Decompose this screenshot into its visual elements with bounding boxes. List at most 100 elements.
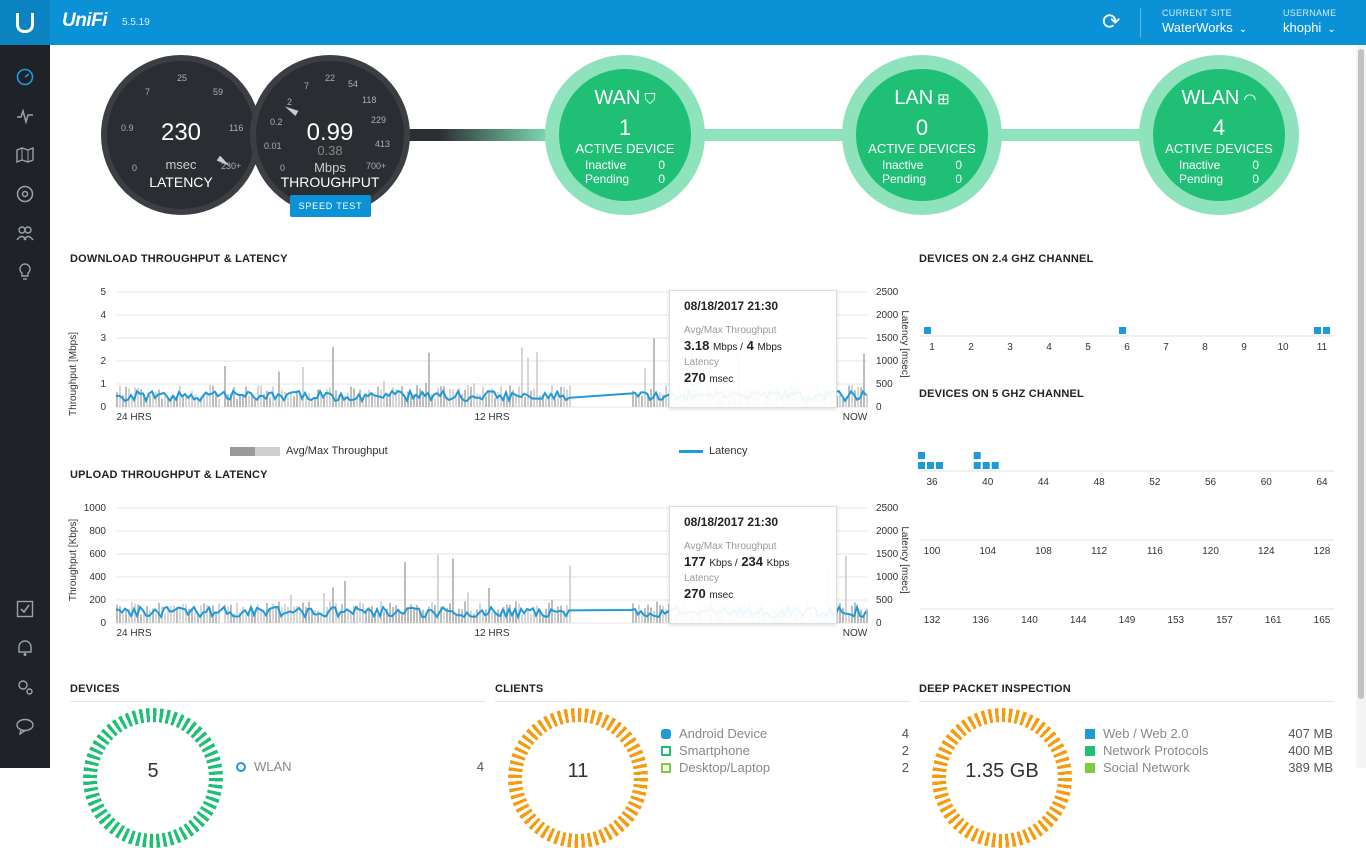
tick-label: 413 <box>375 139 391 149</box>
device-marker[interactable] <box>1314 327 1321 334</box>
clients-donut[interactable]: 11 <box>508 708 648 848</box>
throughput-bar <box>311 609 313 623</box>
throughput-bar <box>392 387 394 407</box>
throughput-bar <box>530 613 532 623</box>
dashboard-icon[interactable] <box>0 61 50 93</box>
legend-latency[interactable]: Latency <box>679 445 748 457</box>
throughput-bar <box>251 393 253 407</box>
throughput-bar <box>146 398 148 407</box>
throughput-bar <box>539 395 541 407</box>
throughput-bar <box>653 338 655 407</box>
channel-label: 7 <box>1163 342 1169 353</box>
refresh-icon[interactable]: ⟳ <box>1102 9 1121 34</box>
channel-label: 44 <box>1038 477 1050 488</box>
chevron-down-icon: ⌄ <box>1238 24 1248 35</box>
throughput-bar <box>212 385 214 407</box>
x-tick-label: 24 HRS <box>116 628 151 639</box>
scrollbar[interactable] <box>1356 45 1366 768</box>
alerts-icon[interactable] <box>0 632 50 664</box>
shield-icon: ⛉ <box>644 91 656 108</box>
device-marker[interactable] <box>918 462 925 469</box>
channel-label: 112 <box>1091 546 1107 557</box>
throughput-bar <box>353 606 355 623</box>
throughput-bar <box>236 398 238 407</box>
legend-name: Android Device <box>679 726 768 741</box>
y-tick-label: 1000 <box>84 503 107 514</box>
throughput-bar <box>443 612 445 623</box>
speed-test-button[interactable]: SPEED TEST <box>290 195 371 217</box>
throughput-bar <box>485 609 487 623</box>
device-marker[interactable] <box>973 462 981 469</box>
throughput-bar <box>296 605 298 623</box>
throughput-bar <box>188 395 190 407</box>
app-brand: UniFi <box>62 10 108 31</box>
map-icon[interactable] <box>0 139 50 171</box>
y-tick-label: 400 <box>89 572 106 583</box>
throughput-bar <box>527 608 529 623</box>
channel-label: 140 <box>1021 615 1038 625</box>
channel-24-chart[interactable]: 1 2 3 4 5 6 7 8 9 10 11 <box>915 268 1340 358</box>
wlan-status[interactable]: WLAN ◠ 4 ACTIVE DEVICES Inactive 0 Pending… <box>1139 55 1299 215</box>
device-marker[interactable] <box>991 462 999 469</box>
site-selector[interactable]: CURRENT SITE WaterWorks ⌄ <box>1162 8 1247 35</box>
device-marker[interactable] <box>936 462 943 469</box>
insights-icon[interactable] <box>0 256 50 288</box>
device-marker[interactable] <box>982 462 990 469</box>
devices-icon[interactable] <box>0 178 50 210</box>
chat-icon[interactable] <box>0 710 50 742</box>
throughput-bar <box>263 614 265 623</box>
throughput-bar <box>119 606 121 623</box>
tooltip-latency: 270 <box>684 370 706 385</box>
throughput-bar <box>653 610 655 623</box>
throughput-bar <box>542 394 544 407</box>
settings-icon[interactable] <box>0 671 50 703</box>
channel-label: 11 <box>1317 342 1328 353</box>
device-marker[interactable] <box>1119 327 1126 334</box>
throughput-bar <box>365 393 367 407</box>
y-axis-label: Throughput [Kbps] <box>68 519 79 601</box>
throughput-bar <box>260 610 262 623</box>
inactive-label: Inactive <box>1179 158 1221 172</box>
device-marker[interactable] <box>927 462 934 469</box>
throughput-bar <box>401 613 403 623</box>
throughput-bar <box>461 394 463 407</box>
throughput-bar <box>275 607 277 623</box>
tick-label: 54 <box>348 79 359 89</box>
wlan-count: 4 <box>1212 115 1226 140</box>
divider <box>919 701 1334 702</box>
throughput-bar <box>269 607 271 623</box>
channel-label: 120 <box>1202 546 1219 557</box>
user-menu[interactable]: USERNAME khophi ⌄ <box>1283 8 1336 35</box>
throughput-bar <box>383 611 385 623</box>
channel-label: 136 <box>972 615 989 625</box>
device-marker[interactable] <box>918 452 925 459</box>
throughput-bar <box>494 398 496 407</box>
devices-count: 5 <box>147 760 159 782</box>
dpi-legend: Web / Web 2.0 407 MB Network Protocols 400… <box>1085 725 1333 776</box>
wan-status[interactable]: WAN ⛉ 1 ACTIVE DEVICE Inactive 0 Pending 0 <box>545 55 705 215</box>
y2-tick-label: 1000 <box>876 356 899 367</box>
devices-donut[interactable]: 5 <box>83 708 223 848</box>
y-tick-label: 1 <box>100 379 106 390</box>
throughput-bar <box>125 386 127 407</box>
y2-axis-label: Latency [msec] <box>899 526 910 593</box>
throughput-bar <box>437 387 439 407</box>
device-marker[interactable] <box>924 327 931 334</box>
statistics-icon[interactable] <box>0 100 50 132</box>
upload-tooltip: 08/18/2017 21:30 Avg/Max Throughput 177 … <box>669 506 837 624</box>
channel-5-chart[interactable]: 36 40 44 48 52 56 60 64 100 104 108 112 116 120 124 128… <box>915 403 1340 625</box>
throughput-bar <box>503 606 505 623</box>
throughput-bar <box>143 394 145 407</box>
dpi-donut[interactable]: 1.35 GB <box>932 708 1072 848</box>
legend-throughput[interactable]: Avg/Max Throughput <box>230 445 388 457</box>
tick-label: 0.2 <box>270 117 283 127</box>
ubiquiti-logo[interactable] <box>0 0 50 45</box>
clients-icon[interactable] <box>0 217 50 249</box>
device-marker[interactable] <box>973 452 981 459</box>
throughput-bar <box>446 396 448 407</box>
device-marker[interactable] <box>1323 327 1330 334</box>
lan-status[interactable]: LAN ⊞ 0 ACTIVE DEVICES Inactive 0 Pending 0 <box>842 55 1002 215</box>
channel-label: 64 <box>1316 477 1328 488</box>
tasks-icon[interactable] <box>0 593 50 625</box>
scroll-thumb[interactable] <box>1358 49 1364 699</box>
